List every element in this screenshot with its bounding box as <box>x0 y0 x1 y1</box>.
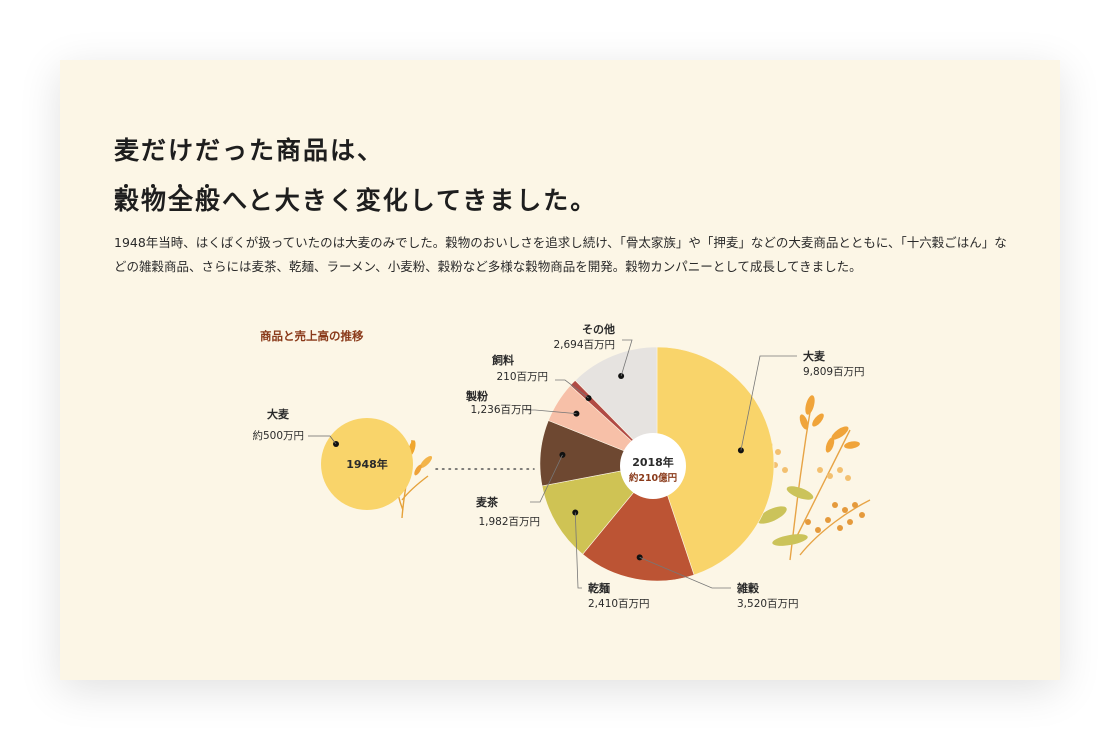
slice-label-value: 1,236百万円 <box>470 404 532 416</box>
leader-line <box>530 454 563 503</box>
emphasis-dots <box>114 184 222 192</box>
leader-line <box>525 409 577 415</box>
pie-center-disc <box>620 433 686 499</box>
content-card <box>60 60 1060 680</box>
slice-label-name: その他 <box>582 322 615 336</box>
leader-line <box>639 557 731 589</box>
slice-label-name: 大麦 <box>267 407 290 421</box>
headline-emphasis-text: 穀物全般 <box>114 186 223 215</box>
pie-center-label-2018: 2018年 <box>632 455 674 469</box>
slice-label-value: 9,809百万円 <box>803 366 865 378</box>
headline-line1: 麦だけだった商品は、 <box>114 136 385 165</box>
headline-emphasis: 穀物全般 <box>114 184 223 215</box>
headline-line2: へと大きく変化してきました。 <box>222 186 598 215</box>
leader-line <box>555 379 589 399</box>
slice-label-name: 雑穀 <box>736 581 760 595</box>
pie-center-sublabel: 約210億円 <box>629 472 677 484</box>
slice-label-name: 大麦 <box>803 349 826 363</box>
leader-line <box>620 339 633 377</box>
pie-slice-大麦 <box>656 346 775 576</box>
slice-label-value: 2,694百万円 <box>553 339 615 351</box>
pie-slice-1948-大麦 <box>321 418 413 510</box>
slice-label-name: 麦茶 <box>476 495 499 509</box>
pie-center-label-1948: 1948年 <box>346 457 388 471</box>
leader-line <box>308 435 337 445</box>
slice-label-name: 製粉 <box>465 389 488 403</box>
slice-label-name: 飼料 <box>491 353 514 367</box>
slice-label-value: 約500万円 <box>252 429 304 442</box>
slice-label-value: 1,982百万円 <box>478 516 540 528</box>
slice-label-value: 210百万円 <box>496 371 548 383</box>
pie-slice-その他 <box>574 346 658 465</box>
chart-title: 商品と売上高の推移 <box>260 329 364 343</box>
slice-label-value: 2,410百万円 <box>588 598 650 610</box>
slice-label-value: 3,520百万円 <box>737 598 799 610</box>
slice-label-name: 乾麺 <box>588 581 610 595</box>
leader-line <box>740 355 797 451</box>
headline: 麦だけだった商品は、 穀物全般へと大きく変化してきました。 <box>114 126 597 226</box>
description: 1948年当時、はくばくが扱っていたのは大麦のみでした。穀物のおいしさを追求し続… <box>114 235 1007 274</box>
leader-line <box>574 512 582 589</box>
